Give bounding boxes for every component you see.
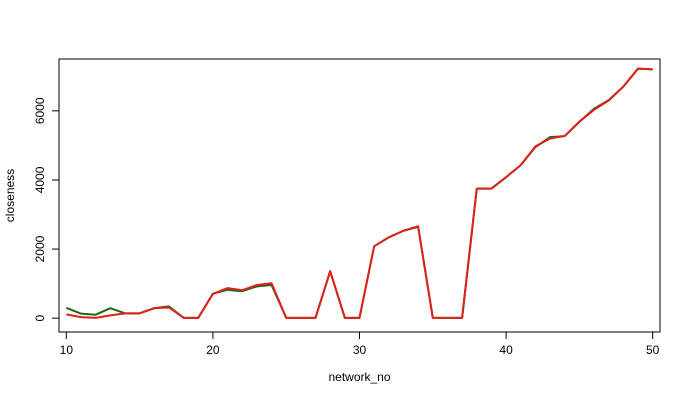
x-tick-label: 20: [206, 343, 220, 357]
x-tick-label: 30: [353, 343, 367, 357]
series-line-1: [65, 67, 653, 319]
series-line-2: [66, 67, 653, 319]
y-axis: 0 2000 4000 6000: [33, 97, 60, 322]
y-tick-label: 4000: [33, 166, 47, 193]
x-axis: 10 20 30 40 50: [60, 331, 660, 357]
series-layer: [65, 67, 653, 319]
y-tick-label: 6000: [33, 97, 47, 124]
y-axis-title: closeness: [3, 169, 17, 222]
y-tick-label: 0: [33, 315, 47, 322]
x-axis-title: network_no: [328, 370, 390, 384]
x-tick-label: 40: [499, 343, 513, 357]
x-tick-label: 10: [60, 343, 74, 357]
x-tick-label: 50: [646, 343, 660, 357]
y-tick-label: 2000: [33, 235, 47, 262]
plot-frame: [58, 58, 661, 333]
